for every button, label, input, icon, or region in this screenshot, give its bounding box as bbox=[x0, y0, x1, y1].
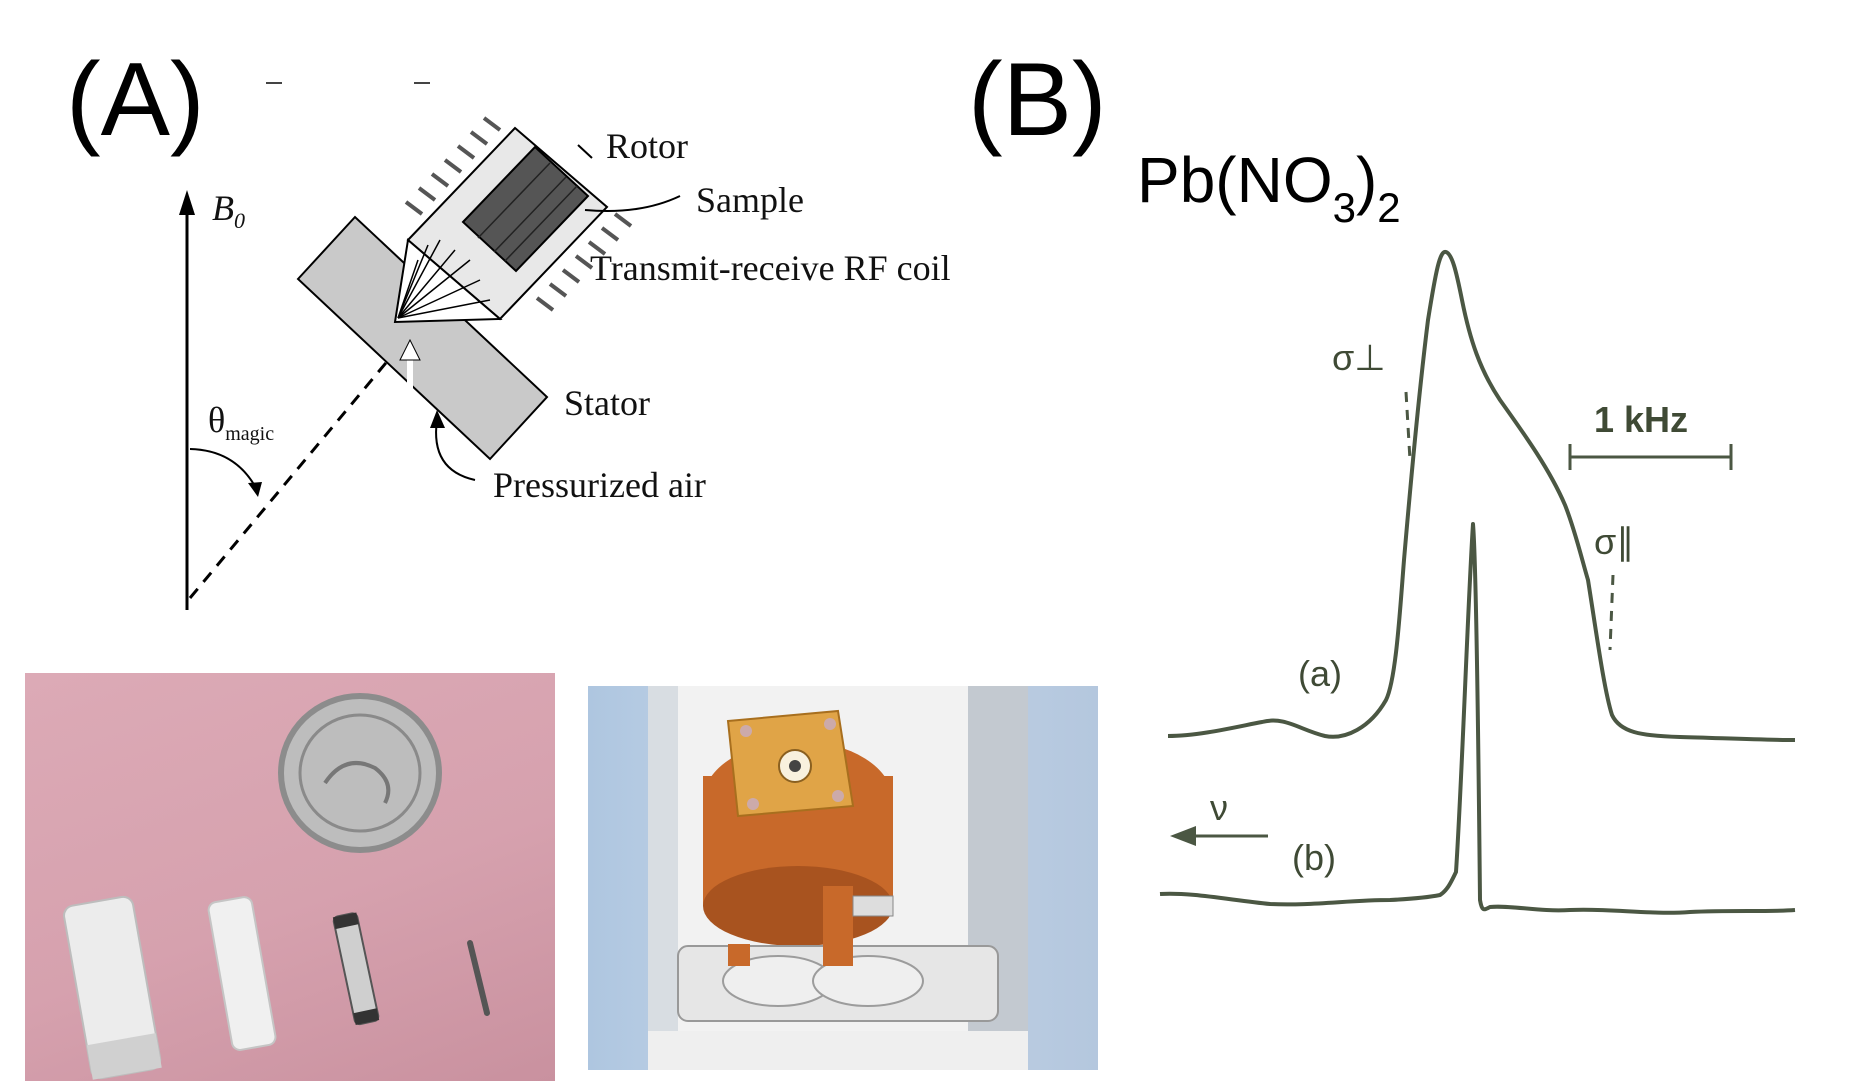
lead-nitrate-formula: Pb(NO3)2 bbox=[1137, 144, 1401, 231]
theta-magic-label: θmagic bbox=[208, 400, 275, 446]
sigma-parallel-label: σ∥ bbox=[1594, 521, 1635, 562]
stator-label: Stator bbox=[564, 383, 650, 423]
angle-arc bbox=[189, 448, 257, 489]
nu-label: ν bbox=[1210, 787, 1228, 828]
b0-label: B0 bbox=[212, 188, 245, 234]
sample-block bbox=[461, 145, 590, 273]
rotor-sizes-illustration bbox=[63, 693, 490, 1080]
sigma-perp-label: σ⊥ bbox=[1332, 337, 1386, 378]
probe-head-illustration bbox=[648, 686, 1028, 1070]
spectrum-trace-a bbox=[1167, 250, 1796, 742]
rotor-sizes-photo bbox=[25, 673, 555, 1081]
stator-block bbox=[296, 215, 549, 461]
trace-b-label: (b) bbox=[1292, 837, 1336, 878]
panel-b-label: (B) bbox=[968, 42, 1107, 158]
scale-bar-label: 1 kHz bbox=[1594, 399, 1689, 440]
magic-angle-line bbox=[188, 357, 392, 599]
trace-a-label: (a) bbox=[1298, 653, 1342, 694]
panel-a-label: (A) bbox=[66, 42, 205, 158]
coil-label: Transmit-receive RF coil bbox=[590, 248, 951, 288]
pressurized-air-label: Pressurized air bbox=[493, 465, 706, 505]
spectrum-trace-b bbox=[1159, 522, 1796, 915]
probe-head-photo bbox=[588, 686, 1098, 1070]
sample-label: Sample bbox=[696, 180, 804, 220]
mas-rotor-schematic bbox=[179, 82, 681, 610]
rotor-label: Rotor bbox=[606, 126, 689, 166]
